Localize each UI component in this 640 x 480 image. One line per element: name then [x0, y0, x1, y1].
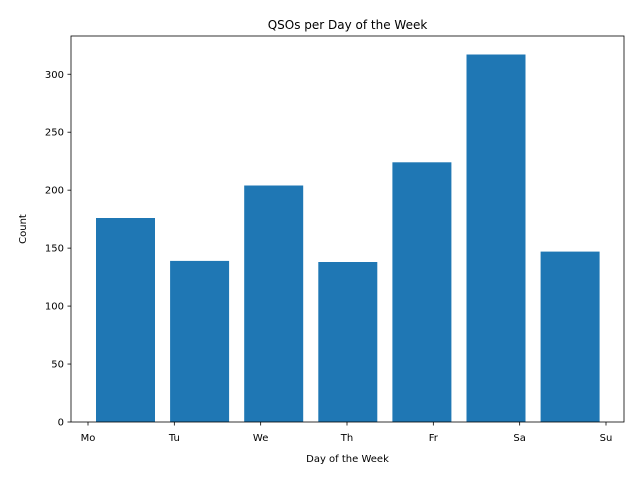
- x-axis: Mo Tu We Th Fr Sa Su: [81, 422, 613, 444]
- y-tick-label: 150: [45, 244, 64, 255]
- bar-th: [318, 262, 378, 422]
- y-axis: 0 50 100 150 200 250 300: [45, 70, 71, 429]
- bar-tu: [170, 260, 230, 422]
- y-tick-label: 100: [45, 302, 64, 313]
- y-tick-label: 0: [58, 418, 64, 429]
- bar-mo: [96, 218, 155, 422]
- y-tick-label: 300: [45, 70, 64, 81]
- x-tick-label-th: Th: [340, 433, 353, 444]
- bar-sa: [466, 54, 526, 422]
- y-tick-label: 200: [45, 186, 64, 197]
- y-tick-label: 50: [51, 360, 64, 371]
- x-tick-label-tu: Tu: [168, 433, 180, 444]
- bar-su: [540, 251, 600, 422]
- y-tick-label: 250: [45, 128, 64, 139]
- bars-group: [96, 54, 600, 423]
- x-tick-label-mo: Mo: [81, 433, 96, 444]
- x-tick-label-we: We: [253, 433, 268, 444]
- y-axis-label: Count: [18, 214, 29, 244]
- chart-title: QSOs per Day of the Week: [268, 18, 428, 32]
- x-axis-label: Day of the Week: [306, 454, 389, 465]
- bar-we: [244, 185, 304, 422]
- x-tick-label-fr: Fr: [429, 433, 439, 444]
- bar-fr: [392, 162, 452, 423]
- x-tick-label-su: Su: [600, 433, 613, 444]
- plot-frame: [70, 35, 625, 423]
- x-tick-label-sa: Sa: [513, 433, 525, 444]
